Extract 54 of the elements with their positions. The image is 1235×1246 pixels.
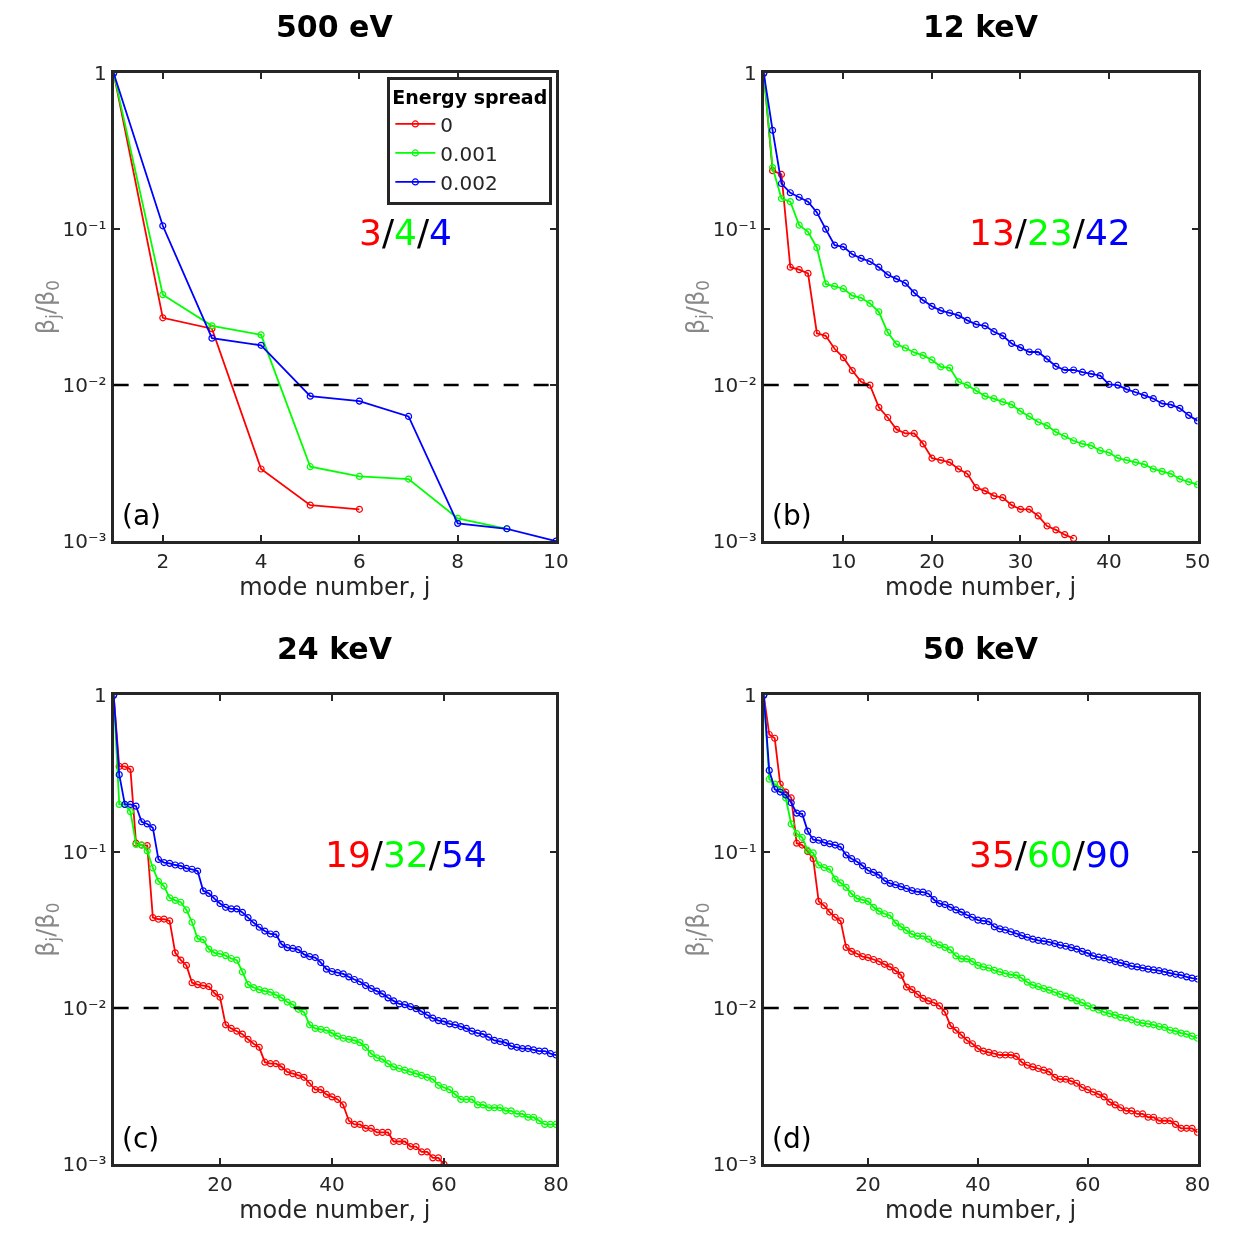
y-tick-label: 10⁻³ [62,529,107,554]
y-tick-label: 10⁻³ [712,1152,757,1177]
y-tick-label: 1 [93,683,107,708]
y-tick-label: 10⁻² [712,373,757,398]
x-tick-label: 40 [319,1172,345,1197]
x-tick-label: 10 [830,549,857,574]
y-tick-label: 10⁻² [712,995,757,1020]
x-tick-label: 80 [1184,1172,1211,1197]
x-tick-label: 30 [1007,549,1034,574]
legend-title: Energy spread [392,86,548,109]
legend-label: 0 [440,112,454,137]
x-tick-label: 80 [543,1172,569,1197]
y-tick-label: 10⁻¹ [712,217,757,242]
x-tick-label: 20 [207,1172,233,1197]
annotation: 3/4/4 [359,212,452,253]
y-tick-label: 10⁻² [62,373,107,398]
y-tick-label: 10⁻² [62,995,107,1020]
annotation: (b) [772,499,812,532]
y-tick-label: 10⁻¹ [62,839,107,864]
chart-title: 50 keV [923,631,1039,666]
annotation: 13/23/42 [969,212,1131,253]
x-tick-label: 6 [353,549,366,574]
x-tick-label: 60 [1075,1172,1101,1197]
x-axis-title: mode number, j [885,1196,1077,1225]
annotation: 35/60/90 [969,834,1131,875]
y-tick-label: 10⁻¹ [62,217,107,242]
annotation: 19/32/54 [325,834,487,875]
x-tick-label: 10 [543,549,569,574]
annotation: (a) [122,499,162,532]
x-axis-title: mode number, j [885,573,1077,602]
x-tick-label: 8 [451,549,465,574]
chart-title: 24 keV [277,631,393,666]
x-tick-label: 50 [1184,549,1211,574]
x-tick-label: 40 [965,1172,991,1197]
x-tick-label: 20 [919,549,945,574]
x-tick-label: 40 [1096,549,1122,574]
x-tick-label: 20 [855,1172,881,1197]
x-axis-title: mode number, j [239,573,431,602]
legend-label: 0.001 [440,141,498,166]
x-tick-label: 4 [254,549,268,574]
y-tick-label: 1 [744,61,757,86]
y-tick-label: 10⁻³ [712,529,757,554]
legend-label: 0.002 [440,170,498,195]
y-tick-label: 1 [93,61,107,86]
annotation: (c) [122,1122,160,1155]
x-axis-title: mode number, j [239,1196,431,1225]
y-tick-label: 10⁻³ [62,1152,107,1177]
chart-title: 500 eV [276,9,394,44]
y-tick-label: 1 [744,683,757,708]
annotation: (d) [772,1122,812,1155]
y-tick-label: 10⁻¹ [712,839,757,864]
x-tick-label: 2 [156,549,170,574]
x-tick-label: 60 [431,1172,457,1197]
chart-title: 12 keV [923,9,1039,44]
